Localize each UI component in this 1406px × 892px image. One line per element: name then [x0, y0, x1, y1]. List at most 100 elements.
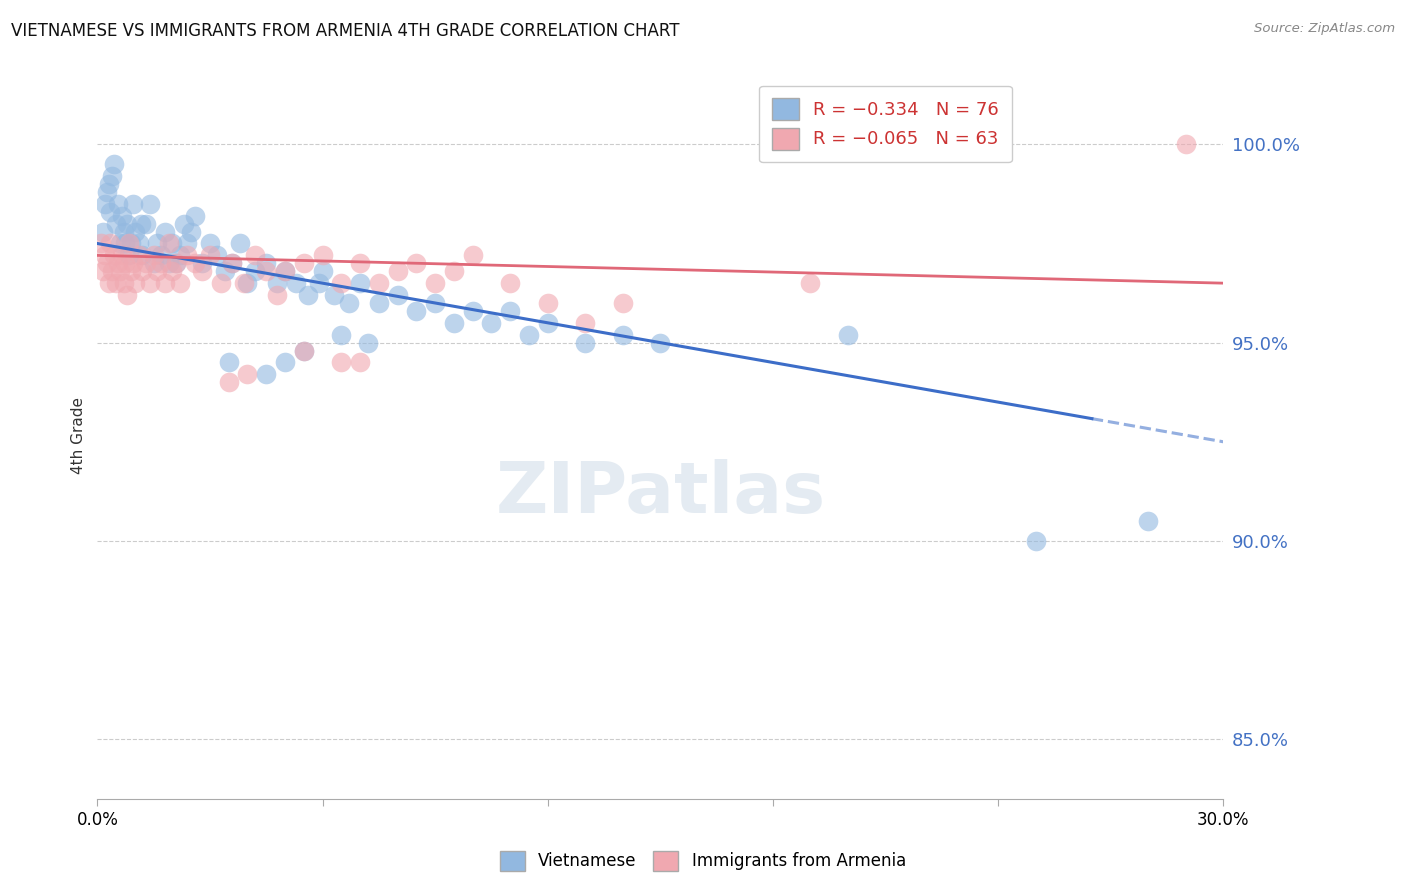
Point: [274, 264, 297, 278]
Point: [191, 264, 214, 278]
Point: [285, 276, 308, 290]
Point: [574, 316, 596, 330]
Point: [612, 296, 634, 310]
Point: [311, 264, 333, 278]
Point: [91, 264, 114, 278]
Point: [229, 236, 252, 251]
Point: [157, 256, 180, 270]
Point: [107, 256, 129, 270]
Point: [128, 248, 150, 262]
Point: [96, 185, 118, 199]
Point: [537, 316, 560, 330]
Text: Source: ZipAtlas.com: Source: ZipAtlas.com: [1254, 22, 1395, 36]
Point: [162, 264, 184, 278]
Point: [118, 248, 141, 262]
Point: [94, 248, 117, 262]
Point: [461, 304, 484, 318]
Point: [292, 256, 315, 270]
Point: [124, 276, 146, 290]
Point: [122, 256, 145, 270]
Point: [292, 343, 315, 358]
Point: [292, 343, 315, 358]
Point: [108, 236, 131, 251]
Point: [176, 248, 198, 262]
Point: [139, 276, 162, 290]
Point: [517, 327, 540, 342]
Point: [423, 276, 446, 290]
Point: [297, 288, 319, 302]
Point: [232, 276, 254, 290]
Point: [184, 209, 207, 223]
Point: [135, 256, 157, 270]
Point: [254, 368, 277, 382]
Point: [574, 335, 596, 350]
Point: [221, 256, 243, 270]
Point: [330, 327, 353, 342]
Text: ZIPatlas: ZIPatlas: [495, 459, 825, 528]
Point: [650, 335, 672, 350]
Point: [169, 248, 191, 262]
Point: [243, 264, 266, 278]
Point: [120, 236, 142, 251]
Text: 30.0%: 30.0%: [1197, 811, 1250, 829]
Point: [405, 304, 427, 318]
Point: [236, 368, 259, 382]
Point: [107, 197, 129, 211]
Point: [146, 236, 169, 251]
Point: [114, 256, 136, 270]
Point: [537, 296, 560, 310]
Point: [443, 316, 465, 330]
Point: [236, 276, 259, 290]
Point: [105, 276, 128, 290]
Point: [129, 217, 152, 231]
Point: [243, 248, 266, 262]
Point: [100, 236, 122, 251]
Point: [100, 204, 122, 219]
Point: [91, 225, 114, 239]
Point: [1174, 137, 1197, 152]
Point: [103, 157, 125, 171]
Legend: Vietnamese, Immigrants from Armenia: Vietnamese, Immigrants from Armenia: [492, 842, 914, 880]
Point: [162, 236, 184, 251]
Point: [837, 327, 859, 342]
Point: [97, 276, 120, 290]
Point: [169, 276, 191, 290]
Point: [218, 355, 240, 369]
Point: [150, 248, 173, 262]
Point: [367, 296, 389, 310]
Point: [153, 225, 176, 239]
Point: [266, 276, 288, 290]
Point: [131, 264, 153, 278]
Point: [799, 276, 821, 290]
Point: [90, 236, 112, 251]
Point: [101, 264, 124, 278]
Point: [499, 276, 522, 290]
Point: [191, 256, 214, 270]
Point: [94, 197, 117, 211]
Point: [209, 276, 232, 290]
Point: [150, 256, 173, 270]
Point: [254, 264, 277, 278]
Point: [146, 264, 169, 278]
Point: [349, 355, 371, 369]
Point: [481, 316, 503, 330]
Point: [218, 376, 240, 390]
Point: [443, 264, 465, 278]
Point: [387, 264, 409, 278]
Point: [1025, 533, 1047, 548]
Point: [274, 264, 297, 278]
Point: [207, 248, 229, 262]
Point: [120, 264, 142, 278]
Point: [214, 264, 236, 278]
Point: [157, 236, 180, 251]
Point: [612, 327, 634, 342]
Point: [330, 276, 353, 290]
Point: [111, 209, 134, 223]
Point: [308, 276, 330, 290]
Point: [337, 296, 360, 310]
Point: [153, 276, 176, 290]
Point: [142, 256, 165, 270]
Point: [322, 288, 344, 302]
Point: [114, 236, 136, 251]
Point: [105, 217, 128, 231]
